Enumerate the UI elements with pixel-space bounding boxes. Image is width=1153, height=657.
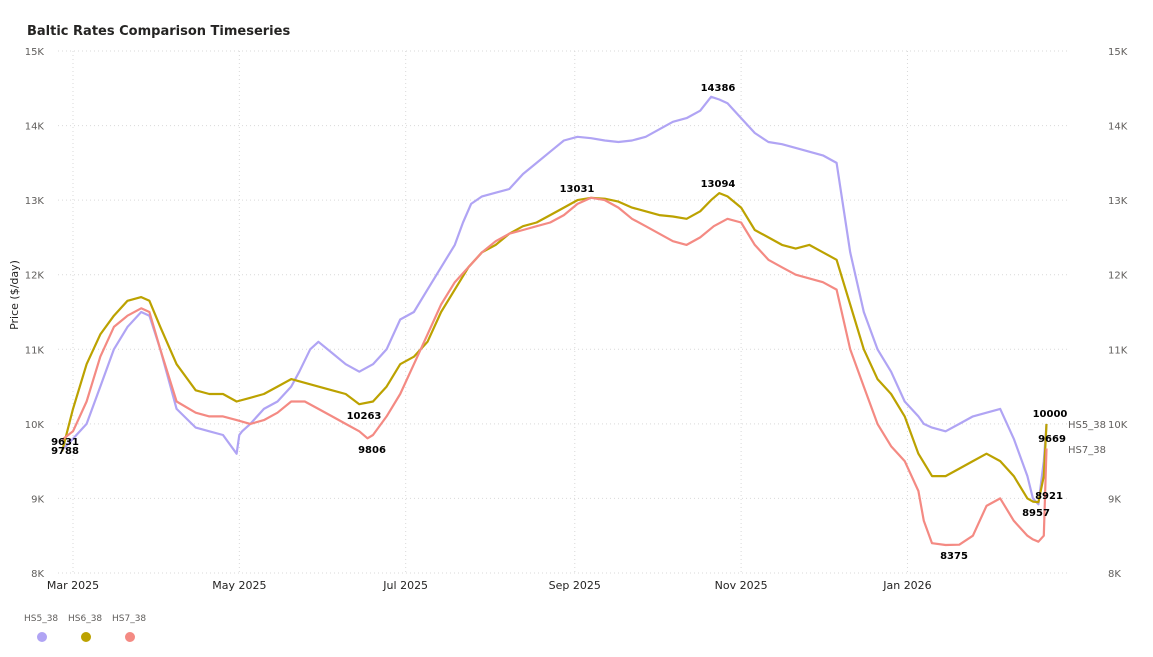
legend-label: HS6_38 (68, 614, 103, 624)
legend-dot-icon (125, 632, 135, 642)
end-labels: HS5_38 HS7_38 (1068, 420, 1106, 456)
data-label: 9631 (51, 437, 79, 448)
data-label: 9788 (51, 446, 79, 457)
y-tick-label-left: 12K (25, 271, 45, 282)
legend: HS5_38 HS6_38 HS7_38 (24, 614, 156, 642)
y-tick-label-left: 10K (25, 420, 45, 431)
data-label: 8921 (1035, 491, 1063, 502)
series-end-label: HS7_38 (1068, 445, 1106, 456)
y-tick-label-right: 14K (1108, 122, 1128, 133)
y-tick-label-left: 15K (25, 47, 45, 58)
y-tick-label-right: 11K (1108, 345, 1128, 356)
y-tick-label-left: 13K (25, 196, 45, 207)
y-tick-label-left: 8K (31, 569, 44, 580)
y-tick-label-right: 8K (1108, 569, 1121, 580)
y-tick-label-left: 9K (31, 494, 44, 505)
legend-label: HS7_38 (112, 614, 147, 624)
y-axis-right: 8K 9K 10K 11K 12K 13K 14K 15K (1108, 47, 1128, 580)
legend-dot-icon (37, 632, 47, 642)
series-line-hs5_38 (61, 95, 1048, 506)
x-tick-label: Jan 2026 (882, 579, 931, 592)
y-tick-label-right: 9K (1108, 494, 1121, 505)
data-label: 13031 (560, 184, 595, 195)
series-lines (61, 95, 1048, 547)
gridlines (58, 50, 1070, 574)
y-tick-label-right: 15K (1108, 47, 1128, 58)
data-label: 14386 (701, 83, 736, 94)
y-tick-label-left: 11K (25, 345, 45, 356)
data-label: 8957 (1022, 508, 1050, 519)
legend-label: HS5_38 (24, 614, 59, 624)
series-end-label: HS5_38 (1068, 420, 1106, 431)
x-tick-label: Jul 2025 (382, 579, 428, 592)
x-tick-label: Sep 2025 (549, 579, 601, 592)
series-line-hs7_38 (61, 196, 1048, 547)
y-tick-label-right: 10K (1108, 420, 1128, 431)
y-tick-label-right: 12K (1108, 271, 1128, 282)
y-axis-left: 8K 9K 10K 11K 12K 13K 14K 15K (25, 47, 45, 580)
x-tick-label: Mar 2025 (47, 579, 99, 592)
legend-item[interactable]: HS6_38 (68, 614, 112, 642)
legend-item[interactable]: HS5_38 (24, 614, 68, 642)
data-label: 13094 (701, 179, 736, 190)
chart-title: Baltic Rates Comparison Timeseries (27, 24, 291, 39)
legend-item[interactable]: HS7_38 (112, 614, 156, 642)
y-axis-label: Price ($/day) (8, 260, 21, 330)
x-tick-label: Nov 2025 (715, 579, 768, 592)
data-label: 10263 (347, 411, 382, 422)
x-axis: Mar 2025 May 2025 Jul 2025 Sep 2025 Nov 2025… (47, 579, 932, 592)
data-label: 9806 (358, 445, 386, 456)
legend-dot-icon (81, 632, 91, 642)
series-line-hs6_38 (61, 192, 1048, 504)
data-label: 10000 (1033, 409, 1068, 420)
data-label: 9669 (1038, 434, 1066, 445)
y-tick-label-right: 13K (1108, 196, 1128, 207)
data-label: 8375 (940, 551, 968, 562)
y-tick-label-left: 14K (25, 122, 45, 133)
x-tick-label: May 2025 (212, 579, 266, 592)
